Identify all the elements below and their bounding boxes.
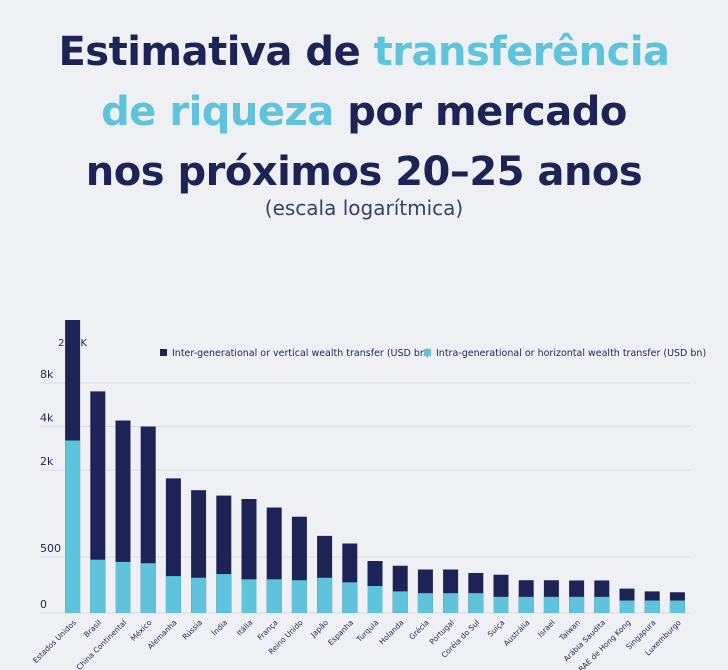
bar-intra <box>115 561 131 613</box>
bar-intra <box>342 582 358 613</box>
x-tick-label: Estados Unidos <box>31 618 78 665</box>
bar-inter <box>90 391 106 613</box>
bar-intra <box>518 596 534 613</box>
y-tick-label: 2k <box>40 455 54 468</box>
y-tick-label: 0 <box>40 598 47 611</box>
bar-intra <box>669 600 685 613</box>
bar-intra <box>216 574 232 613</box>
bar-intra <box>140 563 156 613</box>
bar-intra <box>266 579 282 613</box>
y-tick-label: 500 <box>40 542 61 555</box>
title-line-3: nos próximos 20–25 anos <box>85 149 643 195</box>
title-highlight-2: de riqueza <box>101 89 334 135</box>
x-tick-label: Suíça <box>486 618 507 639</box>
bar-intra <box>594 596 610 613</box>
bar-intra <box>468 593 484 613</box>
x-tick-label: Itália <box>235 618 254 637</box>
x-tick-label: Espanha <box>326 618 355 647</box>
x-tick-label: Israel <box>536 618 557 639</box>
x-tick-label: Brasil <box>82 618 103 639</box>
bar-intra <box>90 559 106 613</box>
x-tick-label: Japão <box>308 618 330 640</box>
bar-intra <box>619 600 635 613</box>
bar-intra <box>367 586 383 613</box>
chart-subtitle: (escala logarítmica) <box>264 196 464 220</box>
x-tick-label: Índia <box>210 618 229 637</box>
data-label-top: 25.9K <box>58 338 87 349</box>
bar-intra <box>65 440 81 613</box>
bar-intra <box>543 596 559 613</box>
bar-intra <box>241 579 257 613</box>
bar-intra <box>443 593 459 613</box>
bar-intra <box>493 596 509 613</box>
legend-label-intra: Intra-generational or horizontal wealth … <box>436 348 706 359</box>
legend-label-inter: Inter-generational or vertical wealth tr… <box>172 348 430 359</box>
title-line-1: Estimativa de transferência <box>58 29 670 75</box>
legend-swatch-intra <box>424 349 431 356</box>
x-tick-label: Grécia <box>407 618 430 641</box>
y-tick-label: 4k <box>40 412 54 425</box>
bar-intra <box>317 577 333 613</box>
legend-swatch-inter <box>160 349 167 356</box>
title-line-2: de riqueza por mercado <box>101 89 627 135</box>
x-tick-label: Holanda <box>377 618 405 646</box>
bar-intra <box>644 600 660 613</box>
bar-intra <box>569 596 585 613</box>
chart-title: Estimativa de transferência de riqueza p… <box>0 22 728 202</box>
x-tick-label: Rússia <box>181 618 204 641</box>
title-highlight-1: transferência <box>373 29 670 75</box>
bar-intra <box>165 576 181 613</box>
bar-intra <box>191 577 207 613</box>
x-tick-label: Austrália <box>502 618 532 648</box>
bar-intra <box>417 593 433 613</box>
bar-intra <box>291 580 307 613</box>
bar-chart: 0 500 2k 4k 8k Inter-generational or vertical… <box>31 320 706 670</box>
y-tick-label: 8k <box>40 368 54 381</box>
x-tick-label: França <box>256 618 280 642</box>
bar-intra <box>392 591 408 613</box>
